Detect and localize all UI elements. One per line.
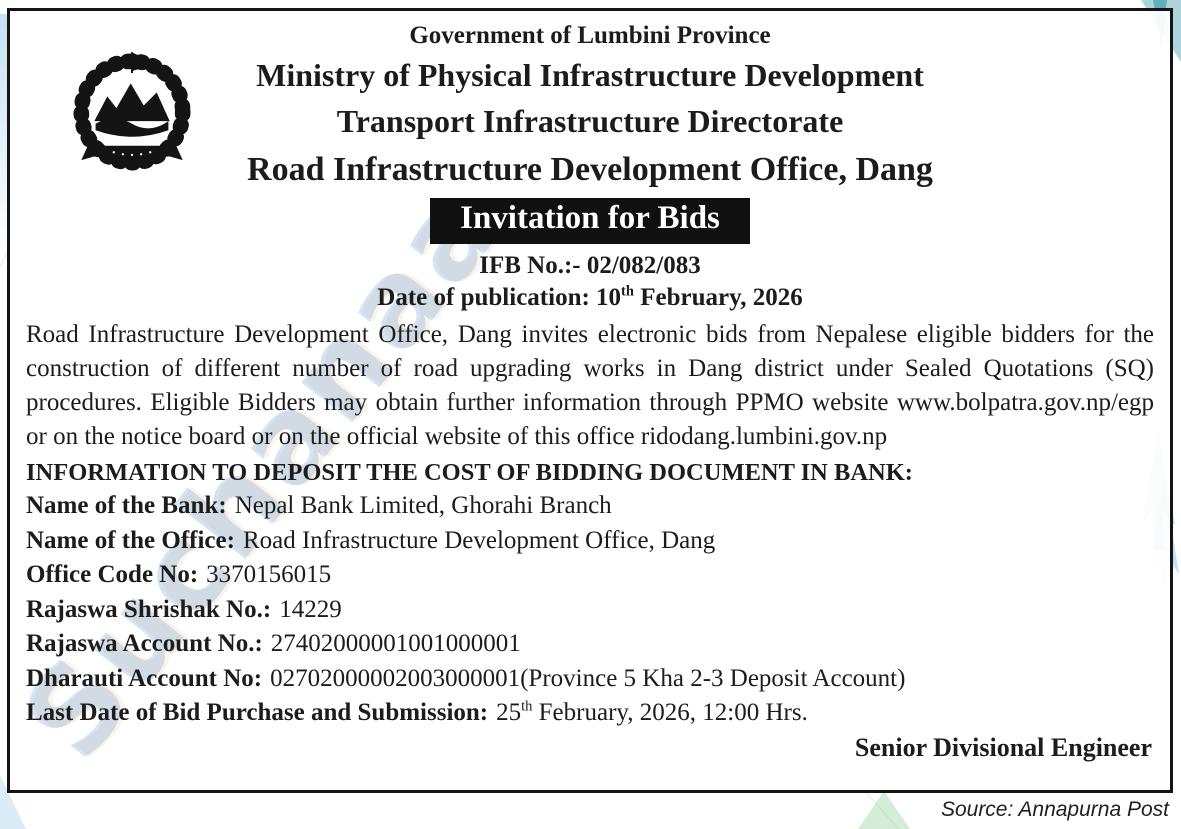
office-name-value: Road Infrastructure Development Office, …: [242, 526, 716, 554]
last-date-label: Last Date of Bid Purchase and Submission…: [26, 699, 489, 726]
bottom-center-green-triangle: [858, 791, 910, 829]
dharauti-account-row: Dharauti Account No: 02702000002003000001…: [26, 662, 1154, 697]
dharauti-account-value: 02702000002003000001(Province 5 Kha 2-3 …: [270, 664, 906, 692]
rajaswa-account-value: 27402000001001000001: [270, 630, 521, 657]
rajaswa-shrishak-value: 14229: [279, 595, 342, 623]
office-name-row: Name of the Office: Road Infrastructure D…: [26, 524, 1154, 559]
notice-content: Government of Lumbini Province Ministry …: [10, 11, 1170, 763]
last-date-row: Last Date of Bid Purchase and Submission…: [26, 696, 1154, 731]
rajaswa-account-row: Rajaswa Account No.: 27402000001001000001: [26, 627, 1154, 662]
bank-name-row: Name of the Bank: Nepal Bank Limited, Gho…: [26, 489, 1154, 524]
banner-row: Invitation for Bids: [26, 198, 1154, 244]
bank-name-label: Name of the Bank:: [26, 492, 227, 519]
bank-info-heading: INFORMATION TO DEPOSIT THE COST OF BIDDI…: [26, 459, 913, 486]
publication-date-pre: Date of publication: 10: [377, 284, 622, 311]
government-line: Government of Lumbini Province: [409, 22, 771, 49]
last-date-ordinal: th: [521, 698, 533, 715]
office-code-value: 3370156015: [206, 561, 332, 588]
dharauti-account-label: Dharauti Account No:: [26, 664, 263, 692]
notice-border-frame: Suchanaa Government of Lumbini Province …: [7, 8, 1173, 793]
invitation-for-bids-banner: Invitation for Bids: [430, 198, 750, 244]
bank-name-value: Nepal Bank Limited, Ghorahi Branch: [234, 492, 612, 519]
office-name-label: Name of the Office:: [26, 526, 235, 554]
office-code-row: Office Code No: 3370156015: [26, 558, 1154, 593]
ministry-line: Ministry of Physical Infrastructure Deve…: [256, 57, 924, 93]
left-edge-blue-strip: [0, 14, 7, 264]
last-date-pre: 25: [496, 699, 522, 726]
source-credit: Source: Annapurna Post: [940, 798, 1169, 821]
ifb-number-line: IFB No.:- 02/082/083: [479, 252, 701, 279]
office-line: Road Infrastructure Development Office, …: [247, 151, 933, 188]
nepal-government-emblem-logo: [73, 52, 191, 171]
last-date-post: February, 2026, 12:00 Hrs.: [532, 699, 808, 726]
office-code-label: Office Code No:: [26, 561, 199, 588]
publication-date-post: February, 2026: [633, 284, 803, 311]
signatory-title: Senior Divisional Engineer: [854, 732, 1152, 762]
directorate-line: Transport Infrastructure Directorate: [336, 103, 844, 139]
publication-date-line: Date of publication: 10th February, 2026: [26, 284, 1154, 312]
rajaswa-account-label: Rajaswa Account No.:: [26, 630, 263, 657]
publication-date-ordinal: th: [621, 283, 634, 300]
rajaswa-shrishak-row: Rajaswa Shrishak No.: 14229: [26, 593, 1154, 628]
rajaswa-shrishak-label: Rajaswa Shrishak No.:: [26, 595, 272, 623]
notice-paragraph: Road Infrastructure Development Office, …: [26, 321, 1154, 450]
